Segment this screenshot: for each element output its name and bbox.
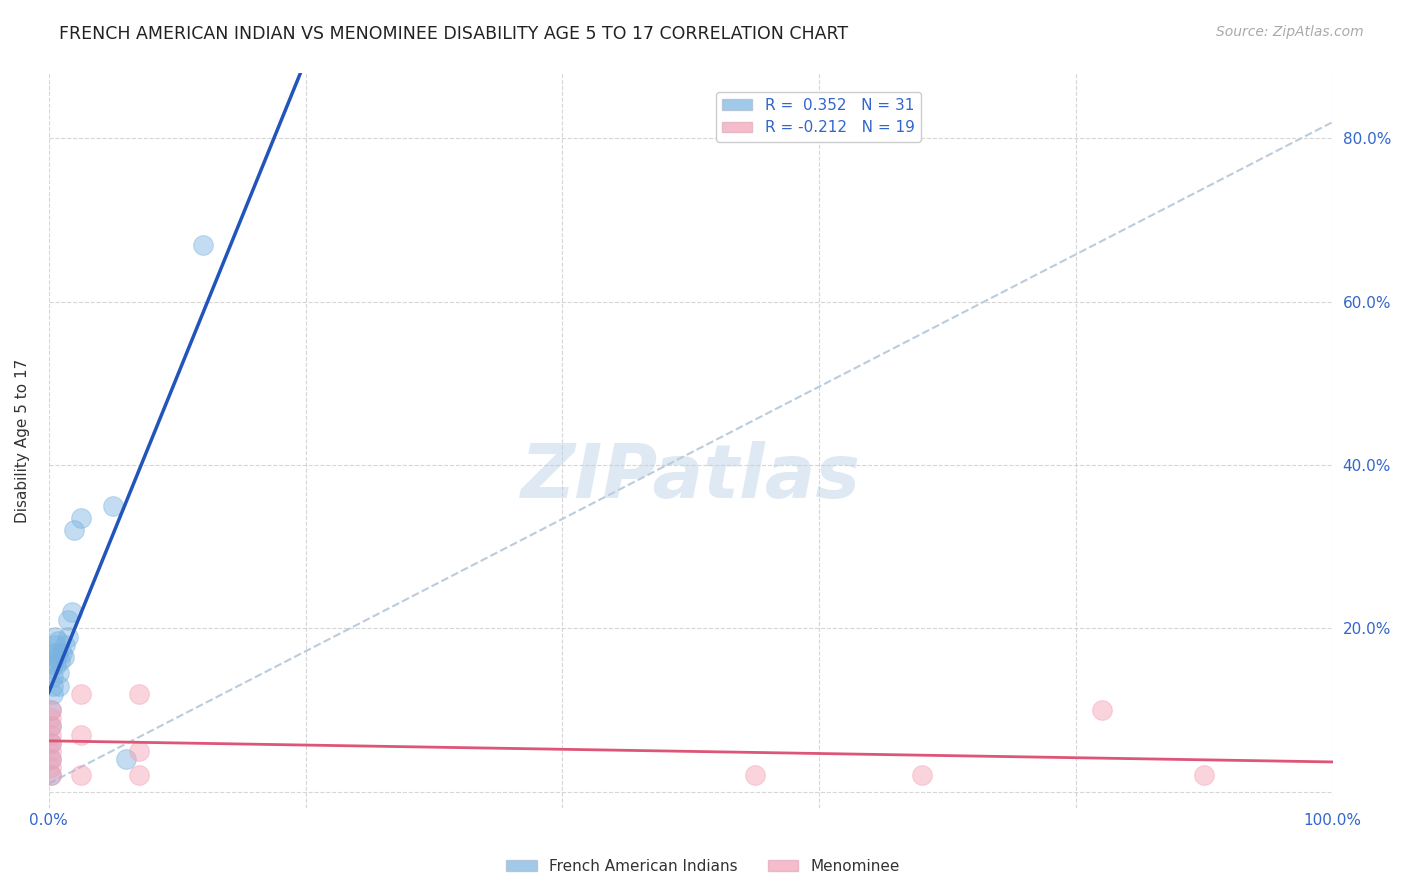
Point: [70, 768, 93, 782]
Point: [41, 654, 63, 668]
Point: [44, 638, 66, 652]
Point: [56, 613, 79, 627]
Point: [42, 646, 65, 660]
Point: [39, 719, 62, 733]
Point: [1091, 703, 1114, 717]
Point: [41, 687, 63, 701]
Point: [53, 650, 76, 665]
Point: [63, 524, 86, 538]
Point: [51, 646, 73, 660]
Point: [114, 752, 136, 766]
Point: [70, 511, 93, 525]
Point: [128, 768, 150, 782]
Point: [45, 658, 67, 673]
Text: Source: ZipAtlas.com: Source: ZipAtlas.com: [1216, 25, 1364, 39]
Point: [191, 237, 214, 252]
Point: [70, 687, 93, 701]
Point: [46, 633, 69, 648]
Point: [39, 768, 62, 782]
Point: [39, 703, 62, 717]
Point: [44, 630, 66, 644]
Point: [39, 719, 62, 733]
Point: [39, 711, 62, 725]
Point: [56, 630, 79, 644]
Point: [39, 703, 62, 717]
Point: [39, 728, 62, 742]
Point: [39, 752, 62, 766]
Point: [39, 744, 62, 758]
Point: [55, 638, 77, 652]
Point: [41, 658, 63, 673]
Point: [101, 499, 124, 513]
Point: [128, 744, 150, 758]
Point: [1194, 768, 1216, 782]
Y-axis label: Disability Age 5 to 17: Disability Age 5 to 17: [15, 359, 30, 523]
Point: [128, 687, 150, 701]
Point: [70, 728, 93, 742]
Legend: R =  0.352   N = 31, R = -0.212   N = 19: R = 0.352 N = 31, R = -0.212 N = 19: [716, 92, 921, 142]
Point: [48, 666, 70, 681]
Point: [48, 679, 70, 693]
Point: [49, 654, 72, 668]
Point: [39, 736, 62, 750]
Point: [60, 605, 83, 619]
Legend: French American Indians, Menominee: French American Indians, Menominee: [501, 853, 905, 880]
Point: [46, 646, 69, 660]
Point: [41, 679, 63, 693]
Point: [39, 752, 62, 766]
Point: [39, 736, 62, 750]
Text: FRENCH AMERICAN INDIAN VS MENOMINEE DISABILITY AGE 5 TO 17 CORRELATION CHART: FRENCH AMERICAN INDIAN VS MENOMINEE DISA…: [59, 25, 848, 43]
Point: [911, 768, 934, 782]
Point: [45, 650, 67, 665]
Point: [744, 768, 766, 782]
Point: [41, 670, 63, 684]
Text: ZIPatlas: ZIPatlas: [520, 441, 860, 514]
Point: [39, 760, 62, 774]
Point: [39, 768, 62, 782]
